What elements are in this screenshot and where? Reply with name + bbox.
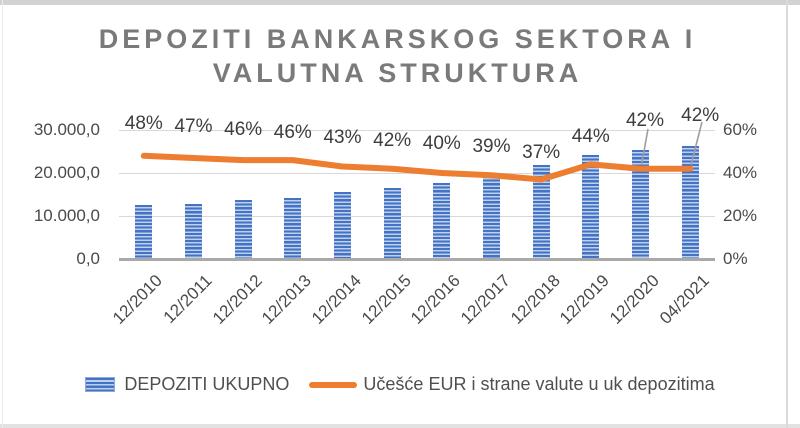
category-label-12/2010: 12/2010 [109,271,167,328]
bar-12/2013 [284,197,302,259]
data-label: 37% [522,142,561,163]
legend-item-deposits: DEPOZITI UKUPNO [85,374,289,395]
data-label: 46% [224,119,263,140]
bar-12/2020 [632,150,649,259]
category-label-12/2015: 12/2015 [357,271,415,328]
bar-12/2018 [532,164,550,259]
left-border-line [2,0,3,428]
legend-label-eur-share: Učešće EUR i strane valute u uk depoziti… [363,374,715,394]
category-label-12/2019: 12/2019 [556,271,614,328]
eur-share-line [140,152,694,183]
left-axis-tick: 10.000,0 [33,206,100,225]
right-axis-tick: 60% [723,120,758,139]
bar-04/2021 [681,145,699,259]
right-border-line [786,0,788,428]
bar-12/2016 [433,182,451,259]
category-label-04/2021: 04/2021 [655,271,713,328]
bar-12/2019 [582,155,600,259]
data-label: 44% [571,126,610,147]
data-label: 42% [625,110,665,131]
data-label: 46% [273,122,312,143]
bar-12/2015 [383,187,401,259]
category-label-12/2016: 12/2016 [407,271,465,328]
top-border-band [0,0,800,5]
data-label: 43% [323,127,362,148]
right-axis-tick: 20% [723,206,758,225]
bar-12/2011 [185,203,202,259]
chart-title: DEPOZITI BANKARSKOG SEKTORA I VALUTNA ST… [0,22,795,90]
plot-area [119,130,715,259]
left-axis-tick: 30.000,0 [33,120,100,139]
category-label-12/2013: 12/2013 [258,271,316,328]
left-axis-tick: 20.000,0 [33,163,100,182]
category-label-12/2020: 12/2020 [606,271,663,328]
bar-12/2012 [234,200,252,259]
legend-label-deposits: DEPOZITI UKUPNO [124,374,290,394]
x-axis-line [119,258,715,261]
legend-item-eur-share: Učešće EUR i strane valute u uk depoziti… [289,374,715,395]
category-label-12/2018: 12/2018 [506,271,564,328]
line-series-marker-icon [309,381,358,388]
data-label: 42% [373,130,412,151]
chart-title-line2: VALUTNA STRUKTURA [212,58,583,88]
line-series-layer [140,121,703,183]
chart-title-line1: DEPOZITI BANKARSKOG SEKTORA I [98,24,697,54]
gridline [119,130,715,131]
bar-12/2014 [334,191,351,259]
bar-12/2017 [483,176,500,259]
left-axis-tick: 0,0 [76,249,100,268]
data-label: 48% [124,113,163,134]
label-leader-line [690,121,703,166]
category-label-12/2017: 12/2017 [457,271,514,328]
data-label: 42% [681,105,720,126]
bottom-border-band [0,424,800,428]
category-label-12/2012: 12/2012 [208,271,266,328]
label-leader-line [640,128,649,166]
right-axis-tick: 0% [723,249,748,268]
legend: DEPOZITI UKUPNO Učešće EUR i strane valu… [0,374,800,395]
data-label: 47% [174,116,213,137]
gridline [119,216,715,217]
bar-series-marker-icon [85,377,116,392]
data-label: 39% [472,136,511,157]
data-label: 40% [422,133,461,154]
right-axis-tick: 40% [723,163,758,182]
bar-12/2010 [135,205,153,259]
category-label-12/2011: 12/2011 [159,271,216,328]
category-label-12/2014: 12/2014 [308,271,365,328]
